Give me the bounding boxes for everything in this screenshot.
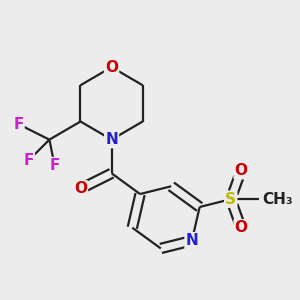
Text: O: O [74, 182, 87, 196]
Text: N: N [185, 233, 198, 248]
Text: F: F [23, 153, 34, 168]
Text: O: O [105, 60, 118, 75]
Text: F: F [13, 117, 23, 132]
Text: O: O [235, 220, 248, 235]
Text: O: O [235, 163, 248, 178]
Text: N: N [105, 132, 118, 147]
Text: S: S [225, 192, 236, 207]
Text: CH₃: CH₃ [262, 192, 292, 207]
Text: F: F [50, 158, 60, 173]
